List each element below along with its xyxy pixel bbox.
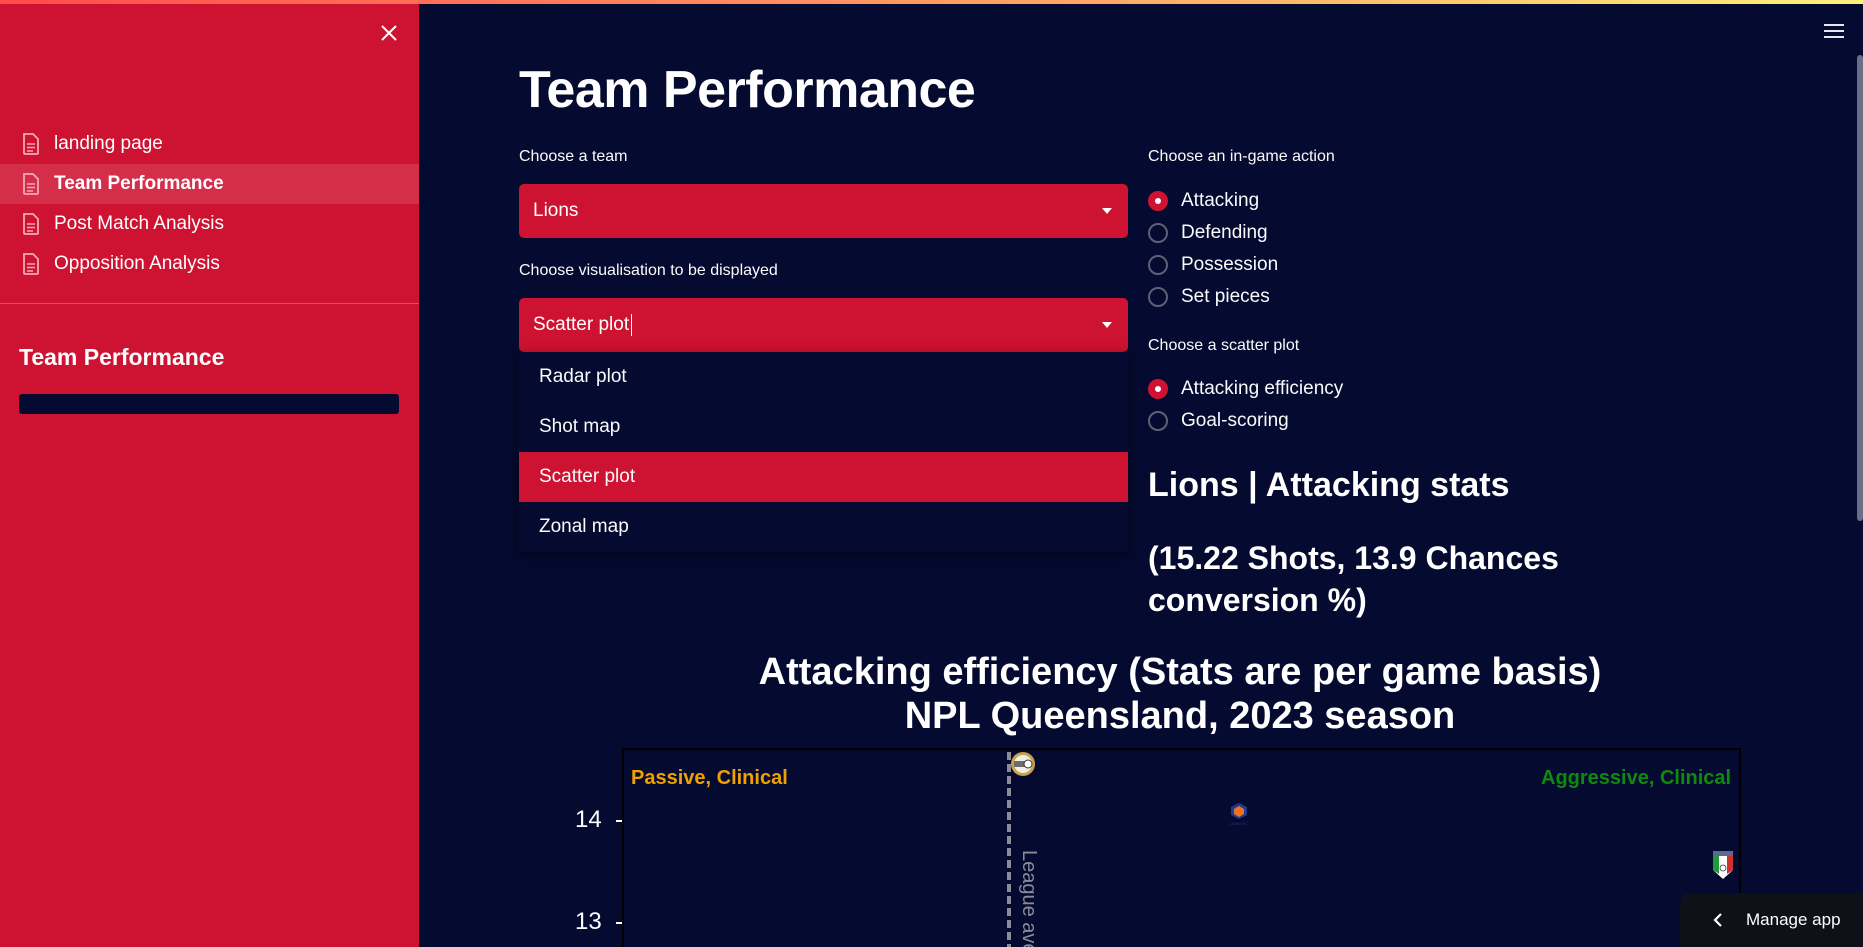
sidebar-item-label: landing page (54, 133, 163, 154)
document-icon (23, 173, 39, 195)
radio-label: Attacking (1181, 190, 1260, 211)
y-tick-mark (616, 922, 622, 924)
sidebar-item-team-performance[interactable]: Team Performance (0, 164, 419, 204)
sidebar-item-post-match-analysis[interactable]: Post Match Analysis (0, 204, 419, 244)
team-logo-italian-flag-shield-icon (1713, 851, 1733, 879)
action-radio-group: Attacking Defending Possession Set piece… (1148, 185, 1278, 313)
page-title: Team Performance (519, 61, 976, 119)
lions-fc-logo-icon: LIONS FC (1230, 803, 1249, 826)
document-icon (23, 133, 39, 155)
radio-label: Defending (1181, 222, 1268, 243)
chevron-down-icon (1102, 208, 1112, 214)
quadrant-label-passive-clinical: Passive, Clinical (631, 767, 788, 789)
chart-subtitle: NPL Queensland, 2023 season (904, 695, 1456, 737)
y-tick-label: 13 (575, 908, 602, 935)
league-average-line (1007, 752, 1011, 947)
radio-label: Set pieces (1181, 286, 1270, 307)
radio-attacking-efficiency[interactable]: Attacking efficiency (1148, 373, 1343, 405)
y-tick-mark (616, 820, 622, 822)
chart-title: Attacking efficiency (Stats are per game… (560, 650, 1800, 738)
scatter-plot-area (622, 748, 1741, 947)
radio-indicator (1148, 223, 1168, 243)
y-tick-label: 14 (575, 806, 602, 833)
radio-indicator (1148, 191, 1168, 211)
team-select-label: Choose a team (519, 148, 628, 165)
viz-select-value: Scatter plot (533, 314, 630, 335)
chart-title-line: Attacking efficiency (Stats are per game… (758, 651, 1602, 693)
sidebar-divider (0, 303, 419, 304)
team-select[interactable]: Lions (519, 184, 1128, 238)
dropdown-option-zonal-map[interactable]: Zonal map (539, 516, 629, 537)
radio-indicator (1148, 287, 1168, 307)
radio-attacking[interactable]: Attacking (1148, 185, 1278, 217)
dropdown-option-scatter-plot[interactable]: Scatter plot (519, 452, 1128, 502)
sidebar: landing page Team Performance Post Match… (0, 0, 419, 947)
chevron-down-icon (1102, 322, 1112, 328)
radio-label: Goal-scoring (1181, 410, 1289, 431)
viz-select-label: Choose visualisation to be displayed (519, 262, 778, 279)
chevron-left-icon (1713, 913, 1722, 927)
sidebar-heading: Team Performance (19, 344, 225, 370)
viz-select-dropdown: Radar plot Shot map Scatter plot Zonal m… (519, 352, 1128, 552)
radio-indicator (1148, 411, 1168, 431)
sidebar-item-label: Team Performance (54, 173, 224, 194)
sidebar-item-opposition-analysis[interactable]: Opposition Analysis (0, 244, 419, 284)
team-logo-gold-crest-icon (1011, 752, 1035, 776)
hamburger-menu-icon (1824, 24, 1844, 26)
text-cursor (631, 314, 633, 336)
radio-indicator (1148, 255, 1168, 275)
svg-text:LIONS FC: LIONS FC (1230, 821, 1249, 826)
dropdown-option-shot-map[interactable]: Shot map (539, 416, 621, 437)
manage-app-label: Manage app (1746, 910, 1841, 929)
sidebar-item-landing-page[interactable]: landing page (0, 124, 419, 164)
radio-possession[interactable]: Possession (1148, 249, 1278, 281)
page-scrollbar[interactable] (1857, 55, 1863, 521)
close-sidebar-button[interactable] (377, 21, 401, 45)
sidebar-nav: landing page Team Performance Post Match… (0, 124, 419, 284)
dropdown-option-radar-plot[interactable]: Radar plot (539, 366, 627, 387)
stats-heading: Lions | Attacking stats (1148, 466, 1510, 504)
scatter-radio-group: Attacking efficiency Goal-scoring (1148, 373, 1343, 437)
scatter-radio-label: Choose a scatter plot (1148, 337, 1300, 354)
viz-select[interactable]: Scatter plot (519, 298, 1128, 352)
sidebar-progress-bar (19, 394, 399, 414)
quadrant-label-aggressive-clinical: Aggressive, Clinical (1541, 767, 1732, 789)
document-icon (23, 253, 39, 275)
main-menu-button[interactable] (1824, 24, 1844, 40)
action-radio-label: Choose an in-game action (1148, 148, 1335, 165)
radio-indicator (1148, 379, 1168, 399)
radio-label: Possession (1181, 254, 1279, 275)
close-icon (381, 25, 397, 41)
team-select-value: Lions (533, 200, 579, 221)
top-decoration-bar (0, 0, 1863, 4)
league-average-label: League average (1018, 850, 1040, 947)
radio-goal-scoring[interactable]: Goal-scoring (1148, 405, 1343, 437)
stats-summary: (15.22 Shots, 13.9 Chances conversion %) (1148, 540, 1559, 618)
radio-defending[interactable]: Defending (1148, 217, 1278, 249)
radio-label: Attacking efficiency (1181, 378, 1344, 399)
sidebar-item-label: Post Match Analysis (54, 213, 225, 234)
document-icon (23, 213, 39, 235)
radio-set-pieces[interactable]: Set pieces (1148, 281, 1278, 313)
sidebar-item-label: Opposition Analysis (54, 253, 220, 274)
manage-app-button[interactable]: Manage app (1680, 893, 1863, 947)
